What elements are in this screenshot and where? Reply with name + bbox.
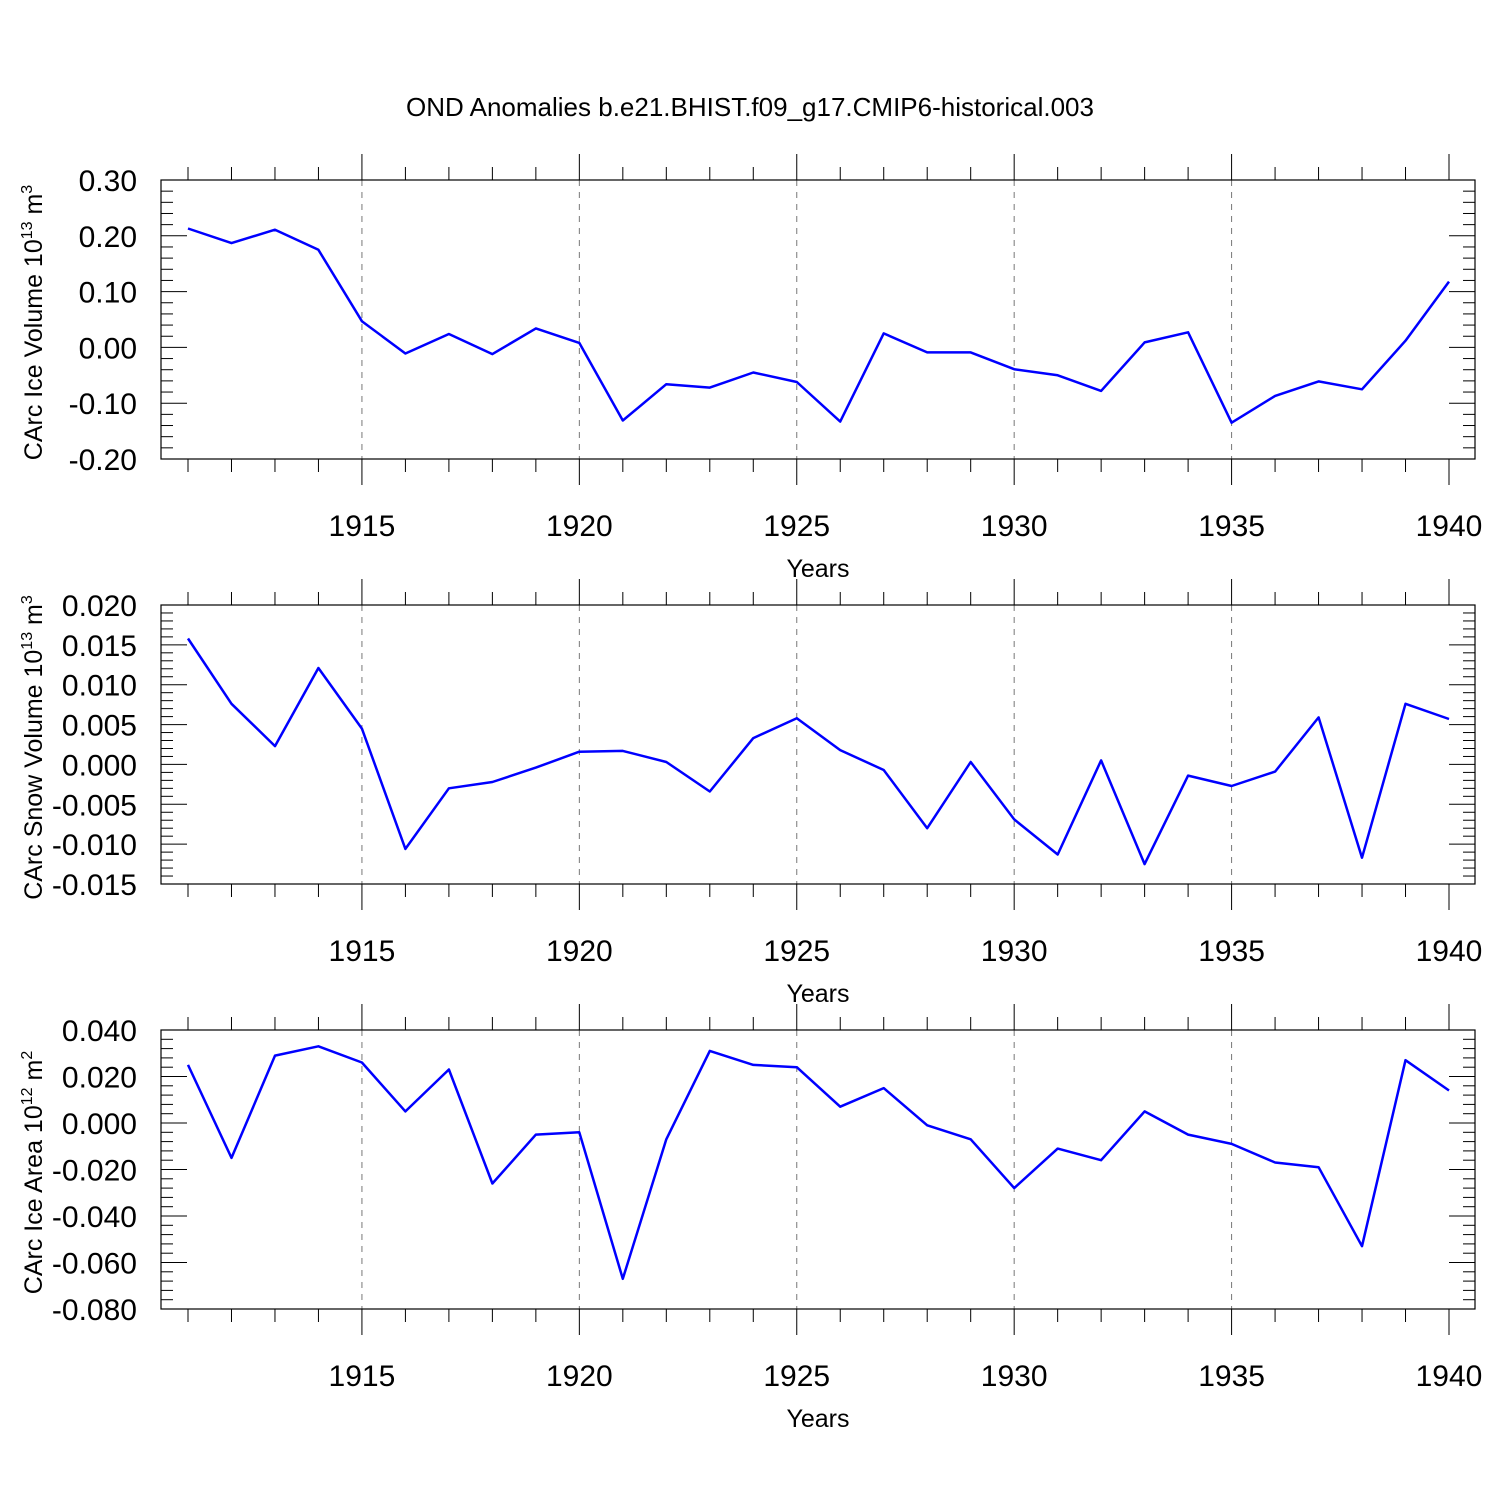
y-tick-label: 0.30 — [79, 165, 137, 198]
y-axis-label-exponent: 13 — [19, 221, 36, 239]
x-tick-label: 1940 — [1416, 935, 1483, 968]
panel-ice-volume: -0.20 -0.10 0.00 0.10 0.20 0.30 1915 1920 1925 19… — [19, 154, 1482, 583]
x-tick-label: 1925 — [763, 510, 830, 543]
x-tick-label: 1925 — [763, 935, 830, 968]
y-tick-label: -0.005 — [52, 789, 137, 822]
x-tick-label: 1920 — [546, 510, 613, 543]
figure-title: OND Anomalies b.e21.BHIST.f09_g17.CMIP6-… — [406, 92, 1094, 122]
y-axis-label-exponent: 3 — [19, 595, 36, 604]
y-axis-label-exponent: 12 — [19, 1087, 36, 1105]
y-tick-label: 0.040 — [62, 1015, 137, 1048]
series-line-ice-volume — [187, 227, 1451, 424]
panel-ice-area: -0.080 -0.060 -0.040 -0.020 0.000 0.020 0.040 1… — [19, 1004, 1482, 1433]
y-tick-label: -0.080 — [52, 1294, 137, 1327]
y-tick-label: 0.00 — [79, 332, 137, 365]
y-tick-label: 0.000 — [62, 749, 137, 782]
x-tick-label: 1930 — [981, 1360, 1048, 1393]
plot-frame — [160, 1029, 1476, 1310]
y-axis-label-text: m — [20, 1060, 48, 1088]
series-line-snow-volume — [186, 637, 1450, 866]
y-axis-label-text: m — [20, 194, 48, 222]
x-tick-label: 1915 — [329, 510, 396, 543]
y-axis-label-exponent: 13 — [19, 632, 36, 650]
y-axis-label: CArc Ice Area 1012 m2 — [19, 1051, 48, 1295]
x-axis-label: Years — [786, 980, 849, 1008]
x-tick-label: 1930 — [981, 935, 1048, 968]
y-tick-label: 0.020 — [62, 1062, 137, 1095]
y-tick-label: -0.040 — [52, 1201, 137, 1234]
y-axis-label-text: CArc Ice Volume 10 — [20, 239, 48, 460]
plot-frame — [160, 604, 1476, 885]
x-tick-label: 1940 — [1416, 1360, 1483, 1393]
y-tick-label: 0.20 — [79, 221, 137, 254]
y-tick-label: -0.020 — [52, 1155, 137, 1188]
y-tick-label: -0.20 — [69, 444, 137, 477]
y-tick-label: 0.10 — [79, 277, 137, 310]
y-axis-label-text: CArc Ice Area 10 — [20, 1105, 48, 1294]
x-tick-label: 1930 — [981, 510, 1048, 543]
y-tick-label: 0.020 — [62, 590, 137, 623]
x-tick-label: 1915 — [329, 935, 396, 968]
y-axis-label-text: CArc Snow Volume 10 — [20, 650, 48, 900]
y-tick-label: 0.000 — [62, 1108, 137, 1141]
x-axis-label: Years — [786, 555, 849, 583]
x-tick-label: 1935 — [1198, 510, 1265, 543]
y-tick-label: 0.005 — [62, 710, 137, 743]
y-tick-label: -0.060 — [52, 1248, 137, 1281]
x-axis-label: Years — [786, 1405, 849, 1433]
x-tick-label: 1915 — [329, 1360, 396, 1393]
y-tick-label: -0.010 — [52, 829, 137, 862]
y-axis-label-text: m — [20, 604, 48, 632]
y-tick-label: 0.010 — [62, 670, 137, 703]
y-tick-label: -0.10 — [69, 388, 137, 421]
panels: -0.20 -0.10 0.00 0.10 0.20 0.30 1915 1920 1925 19… — [19, 154, 1482, 1433]
y-axis-label-exponent: 3 — [19, 185, 36, 194]
x-tick-label: 1935 — [1198, 1360, 1265, 1393]
series-line-ice-area — [186, 1045, 1450, 1281]
y-axis-label-exponent: 2 — [19, 1051, 36, 1060]
x-tick-label: 1920 — [546, 1360, 613, 1393]
y-axis-label: CArc Snow Volume 1013 m3 — [19, 595, 48, 900]
x-tick-label: 1920 — [546, 935, 613, 968]
panel-snow-volume: -0.015 -0.010 -0.005 0.000 0.005 0.010 0.015 0.… — [19, 579, 1482, 1008]
y-tick-label: 0.015 — [62, 630, 137, 663]
y-tick-label: -0.015 — [52, 869, 137, 902]
x-tick-label: 1940 — [1416, 510, 1483, 543]
x-tick-label: 1925 — [763, 1360, 830, 1393]
plot-frame — [160, 179, 1476, 460]
x-tick-label: 1935 — [1198, 935, 1265, 968]
y-axis-label: CArc Ice Volume 1013 m3 — [19, 185, 48, 461]
